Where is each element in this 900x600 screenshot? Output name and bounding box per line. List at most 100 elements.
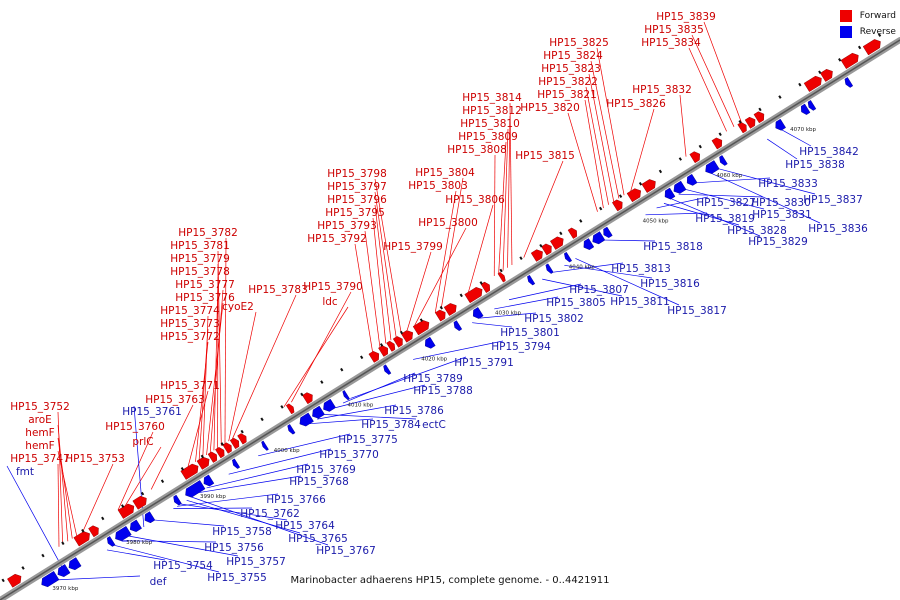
forward-gene-block	[803, 75, 822, 92]
reverse-gene-block	[261, 440, 269, 451]
reverse-gene-block	[800, 103, 811, 115]
tick-label: 4050 kbp	[643, 219, 669, 225]
reverse-gene-label: HP15_3802	[524, 313, 584, 325]
forward-gene-label: HP15_3777	[175, 279, 235, 291]
feature-mark	[101, 516, 105, 521]
forward-connector	[374, 204, 392, 341]
reverse-gene-label: HP15_3819	[695, 213, 755, 225]
forward-gene-label: HP15_3795	[325, 207, 385, 219]
reverse-gene-label: def	[150, 576, 167, 588]
reverse-gene-block	[173, 494, 182, 506]
reverse-connector	[678, 193, 764, 198]
reverse-gene-block	[383, 364, 392, 375]
reverse-connector	[324, 414, 417, 420]
reverse-gene-block	[41, 570, 60, 588]
forward-gene-block	[820, 69, 833, 82]
forward-gene-label: HP15_3835	[644, 24, 704, 36]
reverse-gene-label: HP15_3757	[226, 556, 286, 568]
backbone-core	[0, 39, 900, 600]
reverse-gene-block	[287, 424, 296, 435]
reverse-gene-block	[775, 118, 786, 131]
reverse-gene-label: HP15_3765	[288, 533, 348, 545]
forward-gene-label: HP15_3781	[170, 240, 230, 252]
feature-mark	[360, 355, 364, 360]
reverse-connector	[686, 189, 765, 210]
feature-mark	[818, 70, 822, 75]
tick-label: 4030 kbp	[495, 311, 521, 317]
feature-mark	[798, 82, 802, 87]
feature-mark	[260, 417, 264, 422]
feature-mark	[419, 318, 424, 322]
feature-mark	[459, 293, 463, 298]
forward-gene-block	[541, 243, 552, 256]
reverse-connector	[6, 465, 67, 576]
forward-gene-label: HP15_3800	[418, 217, 478, 229]
forward-gene-label: HP15_3822	[538, 76, 598, 88]
forward-gene-block	[207, 451, 218, 463]
legend: Forward Reverse	[839, 8, 896, 40]
legend-forward-label: Forward	[859, 11, 896, 21]
reverse-connector	[719, 168, 816, 195]
feature-mark	[140, 491, 145, 496]
forward-connector	[217, 250, 222, 446]
forward-gene-block	[368, 351, 380, 363]
forward-connector	[596, 47, 625, 196]
forward-gene-label: HP15_3839	[656, 11, 716, 23]
feature-mark	[340, 367, 344, 372]
reverse-gene-block	[592, 231, 606, 245]
feature-mark	[758, 107, 762, 112]
reverse-connector	[553, 262, 624, 273]
reverse-gene-label: HP15_3756	[204, 542, 264, 554]
reverse-gene-block	[425, 336, 436, 349]
reverse-connector	[121, 540, 217, 543]
reverse-connector	[59, 575, 141, 581]
forward-gene-label: aroE	[28, 414, 52, 426]
forward-connector	[406, 251, 432, 331]
reverse-connector	[542, 278, 623, 297]
reverse-gene-block	[342, 390, 350, 401]
reverse-connector	[177, 493, 279, 507]
feature-mark	[240, 429, 244, 434]
forward-gene-label: HP15_3826	[606, 98, 666, 110]
forward-gene-block	[753, 111, 765, 124]
forward-gene-block	[132, 495, 147, 510]
reverse-connector	[564, 264, 653, 279]
forward-gene-label: HP15_3810	[460, 118, 520, 130]
reverse-gene-block	[527, 274, 536, 286]
forward-gene-block	[497, 272, 506, 283]
forward-gene-label: HP15_3820	[520, 102, 580, 114]
forward-connector	[117, 431, 154, 511]
forward-gene-label: HP15_3790	[303, 281, 363, 293]
feature-mark	[220, 442, 224, 446]
forward-connector	[374, 191, 397, 338]
forward-connector	[364, 230, 381, 348]
reverse-gene-label: HP15_3801	[500, 327, 560, 339]
forward-connector	[468, 204, 494, 293]
reverse-gene-label: HP15_3828	[727, 225, 787, 237]
reverse-gene-label: HP15_3788	[413, 385, 473, 397]
forward-connector	[585, 86, 609, 205]
reverse-connector	[191, 496, 329, 546]
reverse-connector	[106, 549, 166, 561]
reverse-connector	[335, 384, 426, 408]
reverse-connector	[781, 129, 812, 147]
forward-connector	[57, 450, 78, 536]
feature-mark	[160, 479, 165, 484]
forward-connector	[679, 94, 687, 157]
forward-gene-block	[744, 116, 756, 129]
forward-gene-label: HP15_3752	[10, 401, 70, 413]
feature-mark	[599, 206, 603, 211]
reverse-gene-block	[545, 263, 554, 274]
reverse-gene-label: HP15_3754	[153, 560, 213, 572]
feature-mark	[698, 144, 702, 149]
reverse-gene-label: HP15_3786	[384, 405, 444, 417]
reverse-gene-block	[719, 155, 728, 166]
kbp-ticks: 3970 kbp 3980 kbp 3990 kbp 4000 kbp 4010 kbp…	[52, 127, 816, 592]
tick-label: 4040 kbp	[569, 265, 595, 271]
forward-gene-block	[480, 281, 490, 294]
forward-gene-block	[392, 336, 403, 348]
forward-gene-block	[464, 287, 483, 304]
reverse-gene-label: HP15_3766	[266, 494, 326, 506]
forward-connector	[209, 289, 224, 453]
reverse-gene-block	[203, 474, 215, 487]
